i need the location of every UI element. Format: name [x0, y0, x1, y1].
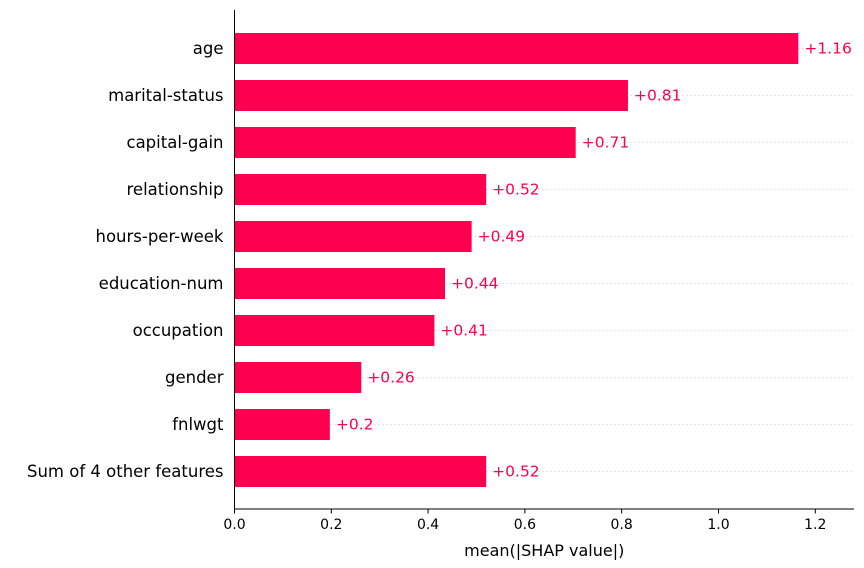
x-ticks: 0.0 0.2 0.4 0.6 0.8 1.0 1.2 [223, 509, 826, 533]
x-tick-label: 1.0 [707, 517, 729, 533]
feature-label: gender [165, 368, 224, 387]
x-axis-title: mean(|SHAP value|) [464, 541, 624, 560]
row-guides [234, 48, 854, 472]
value-label: +0.71 [582, 134, 630, 152]
x-tick-label: 0.8 [611, 517, 633, 533]
bar-3 [234, 174, 487, 205]
feature-label: occupation [133, 321, 224, 340]
feature-label: fnlwgt [172, 415, 224, 434]
x-tick-label: 0.4 [417, 517, 439, 533]
feature-label: relationship [127, 180, 224, 199]
bar-5 [234, 268, 446, 299]
x-tick-label: 1.2 [804, 517, 826, 533]
value-label: +0.52 [492, 463, 540, 481]
bar-4 [234, 221, 472, 252]
bar-9 [234, 456, 487, 487]
value-labels: +1.16 +0.81 +0.71 +0.52 +0.49 +0.44 +0.41 +0.26… [336, 40, 852, 481]
value-label: +0.52 [492, 181, 540, 199]
value-label: +0.81 [634, 87, 682, 105]
bar-1 [234, 80, 628, 111]
value-label: +0.2 [336, 416, 374, 434]
bar-0 [234, 33, 799, 64]
x-tick-label: 0.2 [320, 517, 342, 533]
value-label: +0.44 [451, 275, 499, 293]
value-label: +1.16 [804, 40, 852, 58]
feature-label: capital-gain [127, 133, 224, 152]
feature-label: marital-status [108, 86, 223, 105]
feature-labels: age marital-status capital-gain relationshi… [27, 39, 224, 481]
bar-6 [234, 315, 435, 346]
bar-8 [234, 409, 330, 440]
feature-label: hours-per-week [95, 227, 223, 246]
feature-label: age [193, 39, 224, 58]
feature-label: Sum of 4 other features [27, 462, 224, 481]
x-tick-label: 0.0 [223, 517, 245, 533]
bar-2 [234, 127, 576, 158]
value-label: +0.49 [478, 228, 526, 246]
value-label: +0.41 [440, 322, 488, 340]
value-label: +0.26 [367, 369, 415, 387]
x-tick-label: 0.6 [514, 517, 536, 533]
bar-7 [234, 362, 362, 393]
feature-label: education-num [99, 274, 224, 293]
bars [234, 33, 799, 487]
